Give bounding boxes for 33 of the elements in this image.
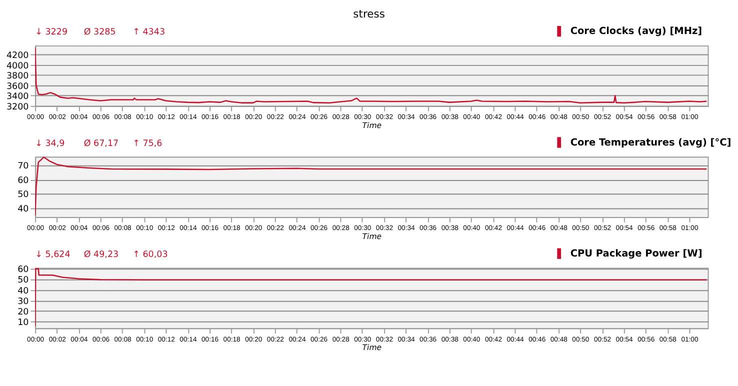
text: ↑ 75,6 (132, 138, 163, 149)
y-tick-label: 70 (18, 162, 29, 172)
y-tick-label: 50 (18, 276, 29, 286)
y-tick-label: 3400 (6, 92, 29, 102)
y-tick-label: 3200 (6, 102, 29, 112)
chart-title: stress (353, 8, 386, 21)
legend-label: Core Temperatures (avg) [°C] (570, 137, 732, 148)
y-tick-label: 3600 (6, 82, 29, 92)
y-tick-label: 60 (18, 265, 29, 276)
text: ↓ 5,624 (35, 250, 71, 260)
text: Ø 3285 (84, 28, 116, 38)
legend-label: Core Clocks (avg) [MHz] (570, 26, 702, 38)
y-tick-label: 4200 (6, 51, 29, 62)
text: ↓ 3229 (35, 28, 68, 38)
y-tick-label: 4000 (6, 61, 29, 72)
y-tick-label: 40 (18, 286, 29, 296)
text: ↑ 60,03 (132, 250, 168, 260)
legend-label: CPU Package Power [W] (570, 248, 702, 260)
y-tick-label: 60 (18, 176, 29, 186)
x-axis-title: Time (362, 343, 382, 352)
y-tick-label: 20 (18, 307, 29, 318)
text: ↑ 4343 (132, 28, 166, 38)
x-axis-title: Time (362, 232, 382, 241)
y-tick-label: 10 (18, 318, 29, 328)
text: Ø 67,17 (84, 138, 119, 149)
text: Ø 49,23 (84, 250, 119, 260)
text: ↓ 34,9 (35, 138, 65, 149)
x-axis-title: Time (362, 120, 382, 130)
y-tick-label: 50 (18, 190, 29, 200)
y-tick-label: 3800 (6, 72, 29, 82)
line-series (35, 46, 708, 104)
y-tick-label: 30 (18, 296, 29, 307)
y-tick-label: 40 (18, 204, 29, 215)
